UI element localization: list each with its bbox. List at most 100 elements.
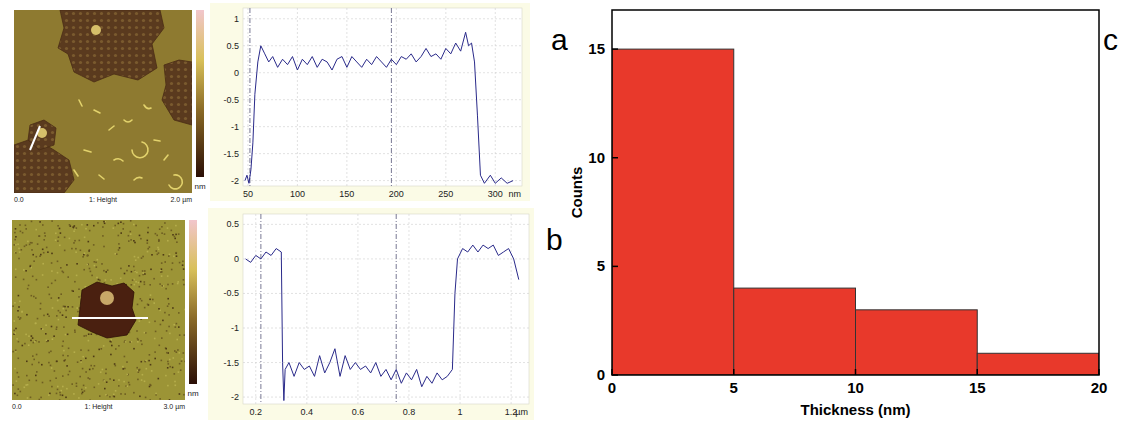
debris [99,175,104,179]
speckle [134,242,136,244]
speckle [18,388,20,390]
speckle [89,230,91,232]
speckle [69,238,71,240]
speckle [85,335,87,337]
speckle [14,239,16,241]
speckle [65,310,67,312]
speckle [137,304,139,306]
speckle [25,225,27,227]
speckle [161,226,163,228]
speckle [140,340,142,342]
speckle [154,351,156,353]
speckle [87,264,89,266]
speckle [101,263,103,265]
speckle [136,330,138,332]
grid-line [306,214,307,404]
figure: nm0.01: Height2.0 µmnm0.01: Height3.0 µm… [0,0,1123,426]
speckle [145,360,147,362]
speckle [155,393,157,395]
speckle [76,385,78,387]
speckle [29,244,31,246]
speckle [160,269,162,271]
speckle [62,341,64,343]
speckle [71,248,73,250]
speckle [133,224,135,226]
speckle [85,286,87,288]
speckle [37,318,39,320]
speckle [60,293,62,295]
image-footer: 2.0 µm [170,196,192,204]
speckle [152,299,154,301]
speckle [72,226,74,228]
speckle [169,399,171,400]
speckle [14,393,16,395]
speckle [115,348,117,350]
particle [100,291,114,305]
speckle [155,233,157,235]
speckle [35,323,37,325]
speckle [15,244,17,246]
section-line [72,317,148,319]
histogram-bar [856,310,978,375]
speckle [62,375,64,377]
speckle [172,283,174,285]
speckle [36,279,38,281]
speckle [110,354,112,356]
speckle [161,337,163,339]
speckle [56,328,58,330]
speckle [137,370,139,372]
speckle [63,326,65,328]
debris [164,155,168,160]
speckle [118,379,120,381]
speckle [154,338,156,340]
cursor-line [396,214,397,404]
speckle [20,317,22,319]
grid-line [346,8,347,186]
debris [154,140,160,141]
speckle [148,360,150,362]
speckle [51,367,53,369]
speckle [78,397,80,399]
speckle [128,382,130,384]
speckle [89,369,91,371]
speckle [118,385,120,387]
speckle [181,360,183,362]
speckle [150,364,152,366]
speckle [142,374,144,376]
grid-line [243,153,522,154]
speckle [88,241,90,243]
speckle [26,314,28,316]
speckle [63,350,65,352]
speckle [93,244,95,246]
y-tick [612,157,618,159]
grid-line [445,8,446,186]
y-tick-label: 10 [588,149,605,166]
speckle [149,246,151,248]
speckle [81,224,83,226]
speckle [134,284,136,286]
speckle [33,260,35,262]
speckle [99,280,101,282]
debris [144,105,151,109]
speckle [82,356,84,358]
speckle [174,373,176,375]
speckle [156,235,158,237]
speckle [60,394,62,396]
speckle [36,256,38,258]
y-tick-label: 0.5 [226,219,239,229]
speckle [42,274,44,276]
speckle [175,234,177,236]
profile-line [245,32,513,183]
speckle [48,362,50,364]
speckle [151,370,153,372]
speckle [87,255,89,257]
speckle [69,371,71,373]
speckle [175,252,177,254]
speckle [173,256,175,258]
speckle [28,285,30,287]
grid-line [243,397,529,398]
speckle [144,273,146,275]
speckle [115,390,117,392]
panel-label: b [546,223,563,256]
speckle [141,361,143,363]
